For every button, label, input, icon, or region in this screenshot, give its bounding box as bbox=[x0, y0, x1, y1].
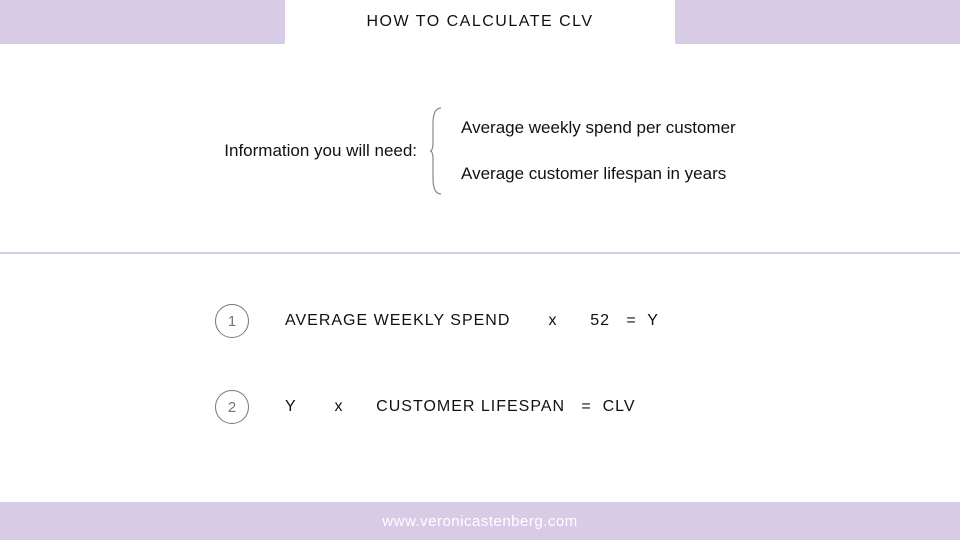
info-section: Information you will need: Average weekl… bbox=[0, 44, 960, 226]
info-item: Average customer lifespan in years bbox=[461, 164, 736, 184]
step-row: 1 AVERAGE WEEKLY SPEND x 52 = Y bbox=[215, 304, 960, 338]
footer-bar: www.veronicastenberg.com bbox=[0, 502, 960, 540]
step-number-circle: 2 bbox=[215, 390, 249, 424]
step-number-circle: 1 bbox=[215, 304, 249, 338]
bracket-icon bbox=[429, 106, 443, 196]
steps-section: 1 AVERAGE WEEKLY SPEND x 52 = Y 2 Y x CU… bbox=[0, 254, 960, 424]
page-title: HOW TO CALCULATE CLV bbox=[285, 0, 675, 44]
step-formula: AVERAGE WEEKLY SPEND x 52 = Y bbox=[285, 312, 659, 330]
info-item: Average weekly spend per customer bbox=[461, 118, 736, 138]
header-left-band bbox=[0, 0, 285, 44]
step-row: 2 Y x CUSTOMER LIFESPAN = CLV bbox=[215, 390, 960, 424]
info-label: Information you will need: bbox=[224, 141, 417, 161]
header-bar: HOW TO CALCULATE CLV bbox=[0, 0, 960, 44]
header-right-band bbox=[675, 0, 960, 44]
info-items: Average weekly spend per customer Averag… bbox=[461, 110, 736, 192]
footer-url: www.veronicastenberg.com bbox=[382, 513, 577, 530]
step-formula: Y x CUSTOMER LIFESPAN = CLV bbox=[285, 398, 636, 416]
